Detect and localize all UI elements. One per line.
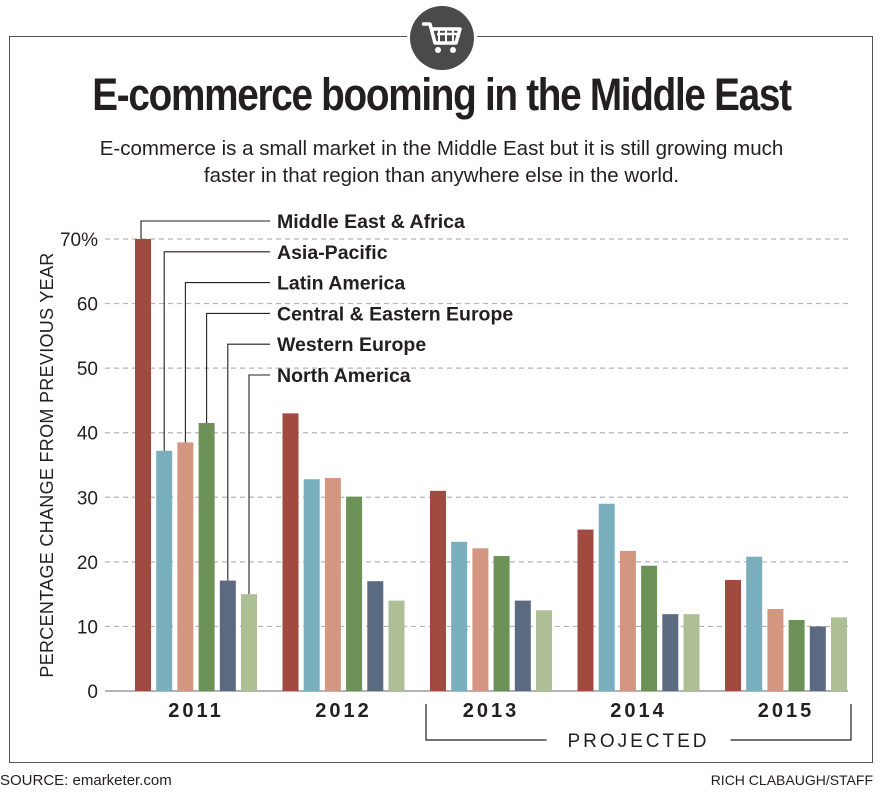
bar: [198, 423, 215, 691]
legend-label: Middle East & Africa: [277, 211, 465, 233]
bar: [662, 614, 679, 691]
y-tick-label: 20: [77, 553, 98, 574]
y-tick-label: 0: [87, 682, 98, 703]
bar: [809, 626, 826, 691]
bar: [367, 581, 384, 691]
x-category-label: 2013: [463, 700, 520, 722]
chart-subtitle: E-commerce is a small market in the Midd…: [99, 137, 784, 187]
legend-leader-line: [184, 282, 270, 443]
x-category-label: 2012: [315, 700, 372, 722]
x-category-label: 2015: [758, 700, 815, 722]
legend-label: Latin America: [277, 273, 405, 295]
bar: [451, 541, 468, 691]
bar: [346, 496, 363, 691]
bar: [493, 556, 510, 691]
bar: [536, 610, 552, 691]
x-category-label: 2011: [168, 700, 223, 722]
bar: [514, 600, 531, 691]
y-tick-label: 30: [77, 488, 98, 509]
bar: [472, 548, 489, 691]
bar: [156, 450, 173, 691]
y-axis-ticks: 0 10 20 30 40 50 60 70%: [60, 230, 98, 703]
bar: [430, 490, 446, 691]
bar: [598, 503, 615, 691]
y-axis-label: PERCENTAGE CHANGE FROM PREVIOUS YEAR: [37, 252, 57, 677]
y-tick-label: 10: [77, 617, 98, 638]
legend-label: Central & Eastern Europe: [277, 303, 513, 325]
credit-note: RICH CLABAUGH/STAFF: [710, 772, 873, 788]
y-tick-label: 50: [77, 359, 98, 380]
bar: [683, 614, 700, 691]
projected-bracket-left: [425, 704, 547, 741]
bar: [619, 550, 636, 691]
bar: [746, 556, 763, 691]
bar: [788, 619, 805, 691]
bar: [324, 477, 341, 691]
bar: [177, 442, 194, 691]
bar: [135, 239, 151, 691]
y-tick-label: 60: [77, 295, 98, 316]
shopping-cart-icon: [422, 22, 462, 53]
cart-circle: [410, 6, 474, 70]
legend-leaders: [140, 220, 270, 595]
source-note: SOURCE: emarketer.com: [0, 772, 172, 789]
cart-badge: [407, 3, 477, 73]
legend-leader-line: [248, 374, 270, 595]
legend-leader-line: [206, 312, 270, 424]
bar: [767, 608, 784, 691]
bar: [388, 600, 405, 691]
legend-leader-line: [163, 251, 270, 451]
projected-bracket-right: [730, 704, 852, 741]
x-category-label: 2014: [610, 700, 667, 722]
legend-label: Asia-Pacific: [277, 242, 388, 264]
bar: [831, 617, 847, 691]
bar: [577, 529, 594, 691]
bar: [641, 565, 658, 691]
chart-title: E-commerce booming in the Middle East: [92, 69, 792, 120]
bar: [241, 594, 257, 691]
y-tick-label: 40: [77, 424, 98, 445]
bars: [135, 239, 847, 691]
legend: Middle East & Africa Asia-Pacific Latin Am…: [277, 211, 513, 387]
legend-label: North America: [277, 365, 411, 387]
x-axis-categories: 2011 2012 2013 2014 2015: [168, 700, 815, 722]
y-tick-label: 70%: [60, 230, 98, 251]
bar: [282, 413, 299, 691]
bar: [725, 579, 741, 691]
legend-leader-line: [140, 220, 270, 239]
bar: [303, 479, 320, 691]
legend-label: Western Europe: [277, 334, 426, 356]
projected-label: PROJECTED: [567, 731, 709, 752]
legend-leader-line: [227, 343, 270, 581]
projected-bracket: PROJECTED: [425, 704, 852, 752]
bar: [219, 580, 236, 691]
